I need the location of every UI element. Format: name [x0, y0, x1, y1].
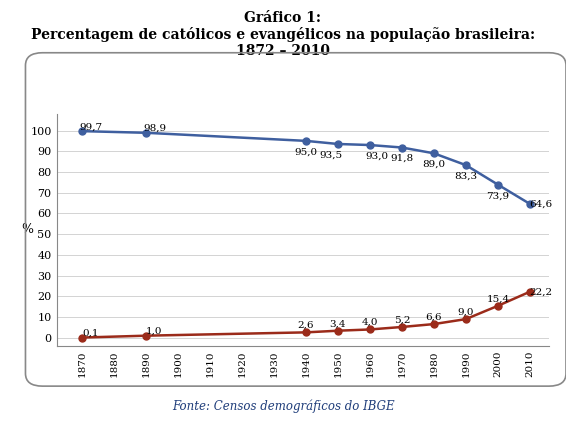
- Text: 2,6: 2,6: [298, 321, 314, 330]
- Text: 83,3: 83,3: [454, 172, 478, 181]
- Text: 64,6: 64,6: [529, 199, 552, 208]
- Text: Gráfico 1:: Gráfico 1:: [245, 11, 321, 24]
- Text: 9,0: 9,0: [458, 308, 474, 316]
- Text: 1,0: 1,0: [146, 327, 162, 336]
- Text: 5,2: 5,2: [394, 316, 410, 325]
- Text: 89,0: 89,0: [422, 160, 445, 169]
- Text: Percentagem de católicos e evangélicos na população brasileira:: Percentagem de católicos e evangélicos n…: [31, 27, 535, 43]
- Text: 91,8: 91,8: [391, 154, 414, 163]
- Y-axis label: %: %: [22, 224, 33, 236]
- Text: 93,5: 93,5: [319, 151, 342, 160]
- Text: 93,0: 93,0: [365, 151, 388, 161]
- Text: Fonte: Censos demográficos do IBGE: Fonte: Censos demográficos do IBGE: [171, 399, 395, 413]
- Text: 95,0: 95,0: [294, 148, 318, 157]
- Text: 98,9: 98,9: [143, 124, 166, 133]
- Text: 3,4: 3,4: [330, 319, 346, 328]
- Text: 1872 – 2010: 1872 – 2010: [236, 44, 330, 58]
- Text: 99,7: 99,7: [79, 122, 102, 132]
- Text: 22,2: 22,2: [529, 287, 552, 296]
- Text: 0,1: 0,1: [82, 329, 98, 338]
- Text: 73,9: 73,9: [486, 191, 509, 200]
- Text: 15,4: 15,4: [486, 295, 509, 303]
- Text: 6,6: 6,6: [426, 313, 442, 322]
- Text: 4,0: 4,0: [362, 318, 378, 327]
